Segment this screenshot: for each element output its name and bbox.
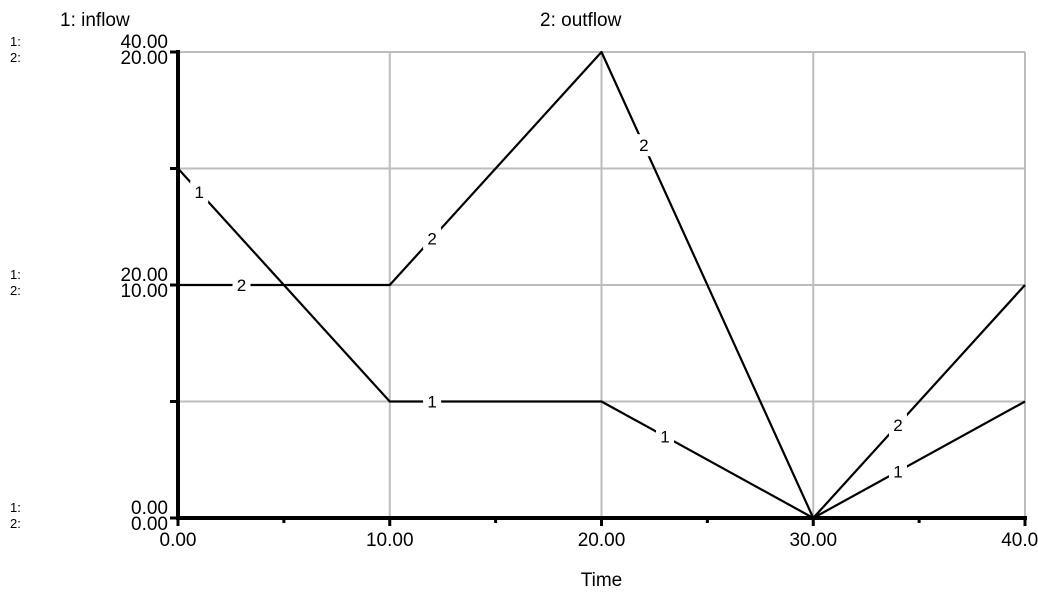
series-marker: 2 xyxy=(639,136,648,155)
y-axis-row-label: 2: xyxy=(10,50,21,65)
y-tick-label: 40.00 xyxy=(120,32,168,53)
y-axis-row-label: 2: xyxy=(10,283,21,298)
x-tick-label: 0.00 xyxy=(160,530,197,551)
x-tick-label: 40.00 xyxy=(1001,530,1038,551)
series-marker-bg xyxy=(888,460,907,483)
series-marker-bg xyxy=(423,390,442,413)
series-marker-bg xyxy=(232,274,251,296)
x-tick-label: 20.00 xyxy=(578,530,626,551)
series-marker: 1 xyxy=(427,393,436,412)
y-tick-label: 20.00 xyxy=(120,48,168,69)
series-marker-bg xyxy=(656,425,675,448)
y-axis-row-label: 1: xyxy=(10,500,21,515)
series-marker-bg xyxy=(423,227,442,250)
x-tick-label: 30.00 xyxy=(789,530,837,551)
series-marker: 1 xyxy=(194,183,203,202)
y-tick-label: 0.00 xyxy=(131,498,168,519)
series-marker-bg xyxy=(888,413,907,436)
series-marker: 2 xyxy=(427,229,436,248)
legend: 1: inflow 2: outflow xyxy=(60,10,622,31)
y-tick-label: 10.00 xyxy=(120,281,168,302)
y-tick-label: 20.00 xyxy=(120,265,168,286)
series-marker: 2 xyxy=(237,276,246,295)
legend-entry: 1: inflow xyxy=(60,10,130,31)
series-marker: 1 xyxy=(893,462,902,481)
series-line xyxy=(177,167,1026,520)
series-marker-bg xyxy=(634,134,653,157)
legend-entry: 2: outflow xyxy=(540,10,622,31)
x-tick-label: 10.00 xyxy=(366,530,414,551)
y-axis-row-label: 2: xyxy=(10,516,21,531)
series-line xyxy=(178,50,1026,520)
series-markers: 1 1 1 1 2 2 2 2 xyxy=(190,134,907,483)
y-axis-row-label: 1: xyxy=(10,34,21,49)
axes xyxy=(170,50,1027,526)
series-marker: 1 xyxy=(660,427,669,446)
axis-labels: 0.001:20.001:40.001:0.002:10.002:20.002:… xyxy=(10,32,1038,591)
series-marker: 2 xyxy=(893,416,902,435)
series-marker-bg xyxy=(190,180,209,203)
x-axis-label: Time xyxy=(581,570,623,591)
y-axis-row-label: 1: xyxy=(10,267,21,282)
series-lines xyxy=(177,50,1026,520)
y-tick-label: 0.00 xyxy=(131,514,168,535)
